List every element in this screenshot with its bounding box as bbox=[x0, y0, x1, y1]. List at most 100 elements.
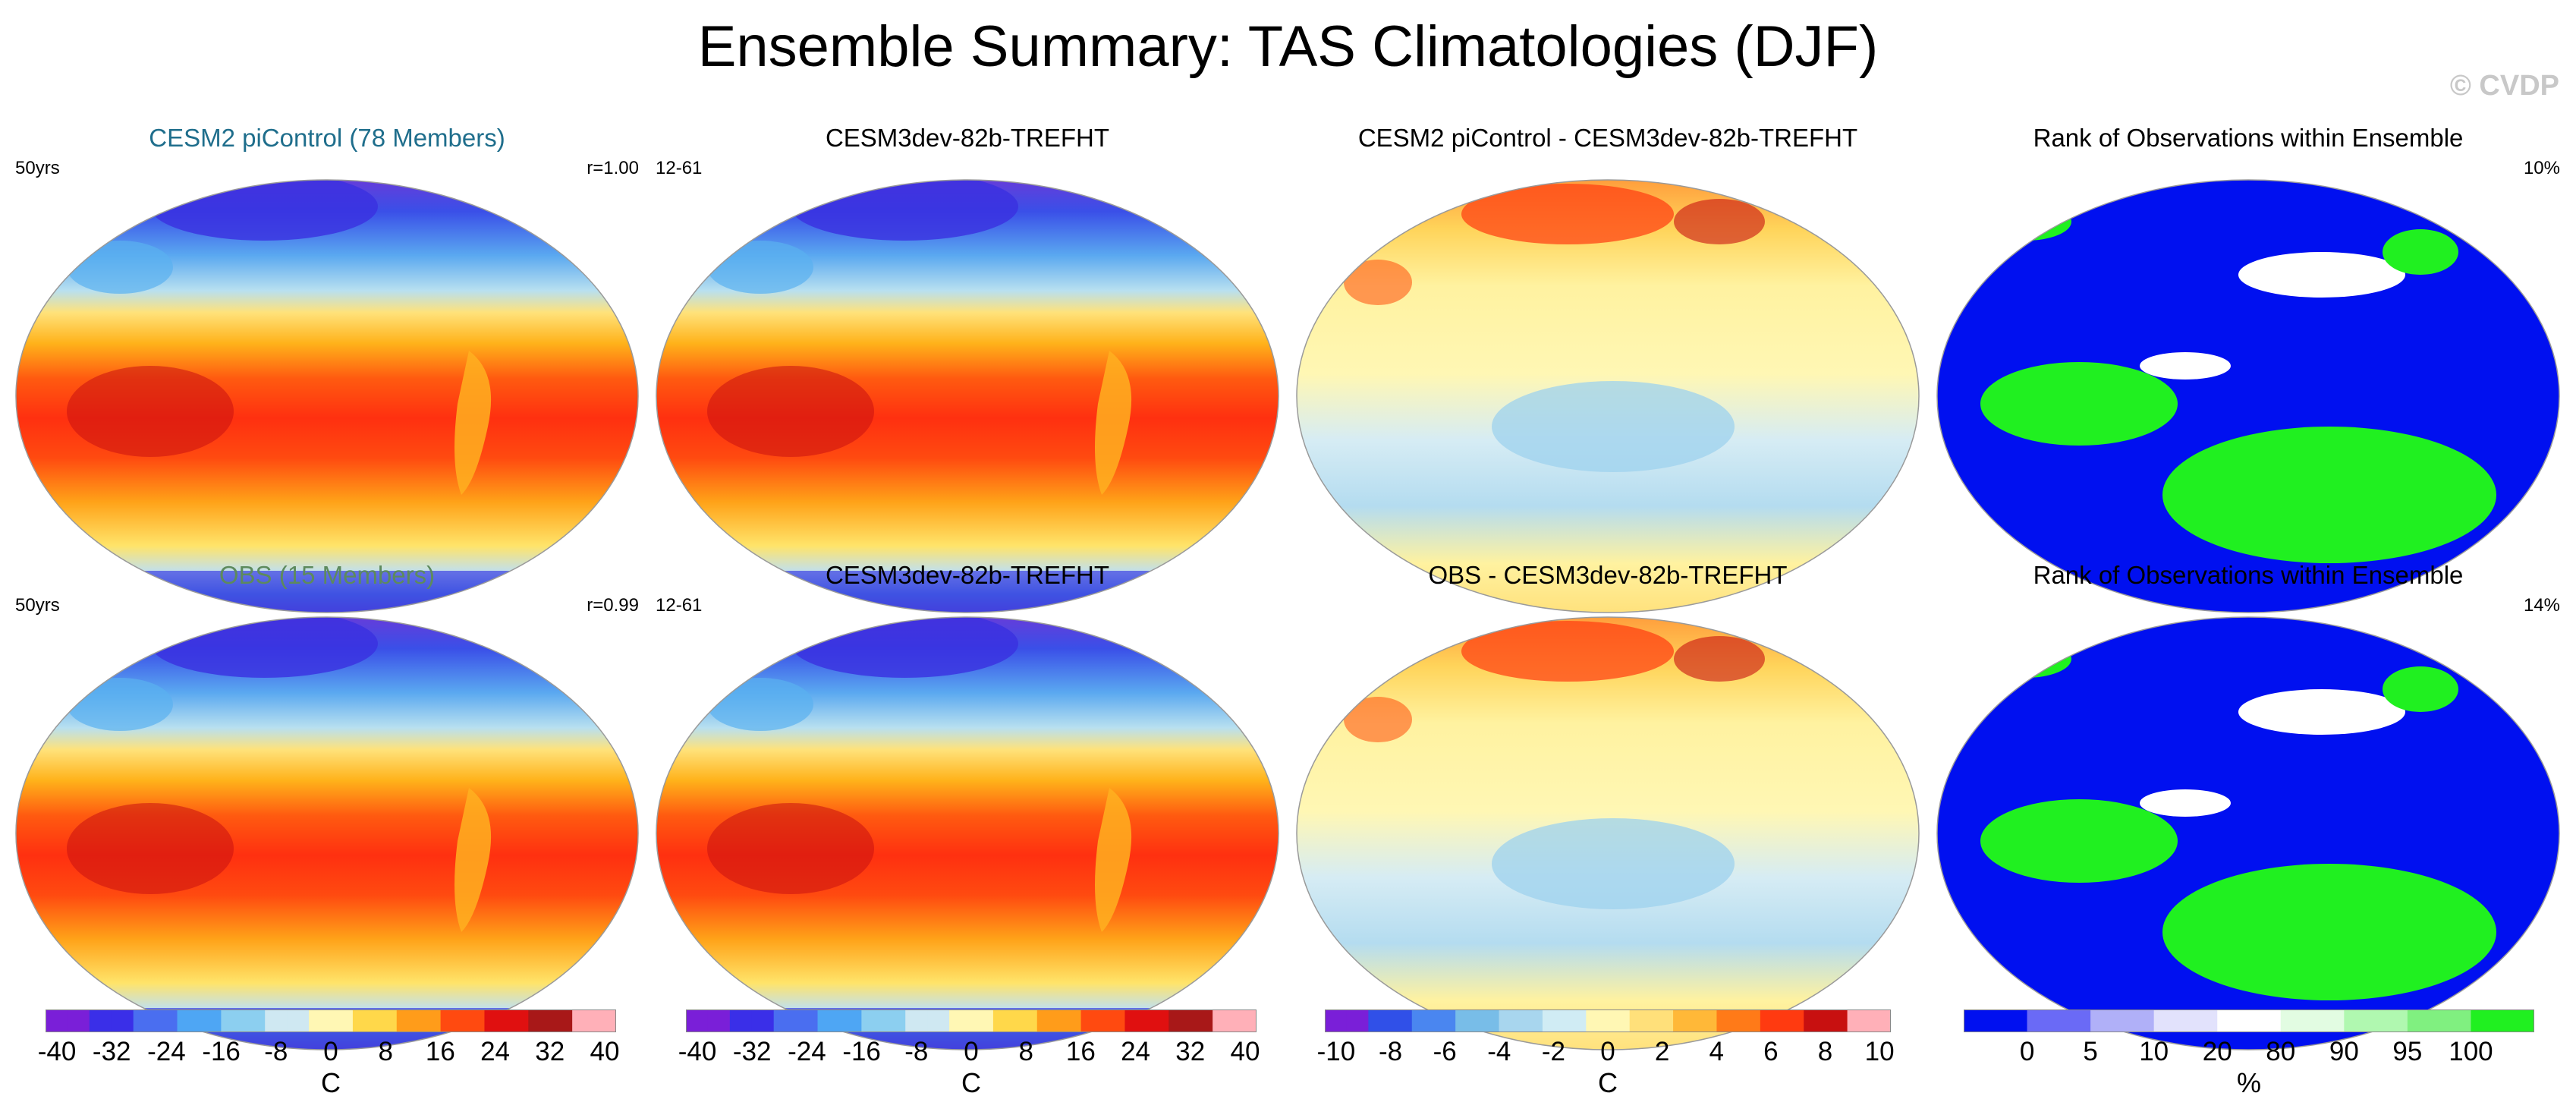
colorbar-tick-label: 8 bbox=[1817, 1037, 1833, 1066]
colorbar-swatch bbox=[1014, 1009, 1038, 1032]
map-outline bbox=[656, 179, 1279, 613]
colorbar-tick-label: -16 bbox=[842, 1037, 881, 1066]
map-outline bbox=[15, 179, 639, 613]
colorbar-swatch bbox=[1629, 1009, 1652, 1032]
colorbar-swatch bbox=[1760, 1009, 1783, 1032]
asia-cold-region bbox=[707, 678, 813, 731]
northern-warm-anomaly bbox=[1674, 636, 1765, 682]
colorbar-unit: C bbox=[321, 1067, 341, 1098]
maritime-continent-warm bbox=[707, 366, 874, 457]
colorbar-swatch bbox=[971, 1009, 994, 1032]
panel-title: CESM2 piControl (78 Members) bbox=[149, 124, 505, 152]
colorbar-swatch bbox=[1869, 1009, 1892, 1032]
colorbar-tick-label: 95 bbox=[2392, 1037, 2423, 1066]
colorbar-swatch bbox=[199, 1009, 222, 1032]
colorbar-swatch bbox=[221, 1009, 244, 1032]
asia-cold-region bbox=[707, 241, 813, 294]
colorbar-tick-label: 40 bbox=[590, 1037, 620, 1066]
rank-green-south bbox=[2162, 427, 2496, 563]
colorbar-rank: 0 5 10 20 80 90 95 100 % bbox=[1964, 1009, 2535, 1104]
colorbar-swatch bbox=[2153, 1009, 2218, 1032]
pacific-cool-anomaly bbox=[1492, 818, 1735, 909]
rank-green-north bbox=[1980, 203, 2071, 241]
colorbar-swatch bbox=[1804, 1009, 1826, 1032]
rank-green-west bbox=[1980, 362, 2178, 446]
colorbar-swatch bbox=[243, 1009, 266, 1032]
colorbar-tick-label: 10 bbox=[2139, 1037, 2169, 1066]
map-outline bbox=[656, 616, 1279, 1050]
colorbar-swatch bbox=[707, 1009, 731, 1032]
colorbar-swatch bbox=[1433, 1009, 1456, 1032]
panel-period-label: 12-61 bbox=[656, 595, 703, 616]
colorbar-swatch bbox=[1411, 1009, 1434, 1032]
map-field bbox=[656, 180, 1279, 613]
colorbar-unit: C bbox=[961, 1067, 981, 1098]
colorbar-swatch bbox=[817, 1009, 840, 1032]
colorbar-tick-label: 90 bbox=[2329, 1037, 2359, 1066]
panel-cesm2-picontrol: CESM2 piControl (78 Members) 50yrs r=1.0… bbox=[14, 123, 640, 616]
panel-period-label: 50yrs bbox=[15, 158, 60, 178]
andes-feature bbox=[1095, 351, 1132, 495]
map-rank-row2 bbox=[1936, 616, 2560, 1050]
colorbar-tick-label: 0 bbox=[323, 1037, 338, 1066]
panel-cesm3dev-row2: CESM3dev-82b-TREFHT 12-61 bbox=[654, 560, 1281, 1054]
colorbar-swatch bbox=[949, 1009, 972, 1032]
colorbar-swatch bbox=[2027, 1009, 2091, 1032]
colorbar-tick-label: 5 bbox=[2083, 1037, 2098, 1066]
colorbar-tick-label: -16 bbox=[202, 1037, 241, 1066]
colorbar-swatch bbox=[1651, 1009, 1674, 1032]
colorbar-swatch bbox=[1586, 1009, 1609, 1032]
colorbar-swatch bbox=[2407, 1009, 2471, 1032]
colorbar-swatch bbox=[506, 1009, 529, 1032]
colorbar-swatch bbox=[1825, 1009, 1848, 1032]
colorbar-tick-label: -24 bbox=[147, 1037, 186, 1066]
panel-title: Rank of Observations within Ensemble bbox=[2033, 561, 2464, 589]
colorbar-unit: C bbox=[1598, 1067, 1618, 1098]
colorbar-swatch bbox=[729, 1009, 753, 1032]
map-outline bbox=[1296, 179, 1920, 613]
colorbar-swatch bbox=[1782, 1009, 1804, 1032]
andes-feature bbox=[1095, 788, 1132, 932]
colorbar-swatch bbox=[927, 1009, 950, 1032]
map-outline bbox=[1936, 179, 2560, 613]
colorbar-swatch bbox=[1964, 1009, 2028, 1032]
colorbar-tick-label: 20 bbox=[2202, 1037, 2232, 1066]
colorbar-swatch bbox=[2471, 1009, 2535, 1032]
colorbar-swatch bbox=[46, 1009, 68, 1032]
colorbar-tick-label: 0 bbox=[964, 1037, 979, 1066]
map-cesm3dev-row1 bbox=[656, 179, 1279, 613]
colorbar-swatch bbox=[309, 1009, 332, 1032]
rank-white-tropics bbox=[2140, 352, 2231, 380]
colorbar-frame bbox=[1964, 1009, 2534, 1032]
rank-green-atlantic bbox=[2383, 229, 2458, 275]
map-outline bbox=[1936, 616, 2560, 1050]
panel-difference-row2: OBS - CESM3dev-82b-TREFHT bbox=[1294, 560, 1921, 1054]
rank-white-band bbox=[2238, 252, 2405, 298]
colorbar-swatch bbox=[1390, 1009, 1413, 1032]
map-cesm3dev-row2 bbox=[656, 616, 1279, 1050]
map-cesm2-picontrol bbox=[15, 179, 639, 613]
cvdp-watermark: © CVDP bbox=[2449, 70, 2559, 102]
maritime-continent-warm bbox=[67, 803, 234, 894]
panel-title: CESM3dev-82b-TREFHT bbox=[825, 561, 1110, 589]
colorbar-swatch bbox=[1521, 1009, 1543, 1032]
colorbar-swatch bbox=[462, 1009, 485, 1032]
colorbar-tick-label: 0 bbox=[2019, 1037, 2035, 1066]
colorbar-swatch bbox=[1564, 1009, 1587, 1032]
colorbar-swatch bbox=[2217, 1009, 2282, 1032]
colorbar-swatch bbox=[89, 1009, 112, 1032]
asia-warm-anomaly bbox=[1344, 697, 1412, 742]
panel-correlation-label: r=1.00 bbox=[587, 158, 639, 178]
panel-title: CESM2 piControl - CESM3dev-82b-TREFHT bbox=[1357, 124, 1858, 152]
colorbar-swatch bbox=[111, 1009, 134, 1032]
colorbar-frame bbox=[686, 1009, 1257, 1032]
panel-title: Rank of Observations within Ensemble bbox=[2033, 124, 2464, 152]
map-field bbox=[1297, 180, 1919, 613]
colorbar-tick-label: 80 bbox=[2266, 1037, 2296, 1066]
colorbar-swatch bbox=[2344, 1009, 2408, 1032]
colorbar-swatch bbox=[1847, 1009, 1870, 1032]
colorbar-swatch bbox=[1036, 1009, 1060, 1032]
colorbar-tick-label: -8 bbox=[1378, 1037, 1403, 1066]
colorbar-tick-label: 4 bbox=[1709, 1037, 1724, 1066]
panel-title: OBS (15 Members) bbox=[219, 561, 436, 589]
